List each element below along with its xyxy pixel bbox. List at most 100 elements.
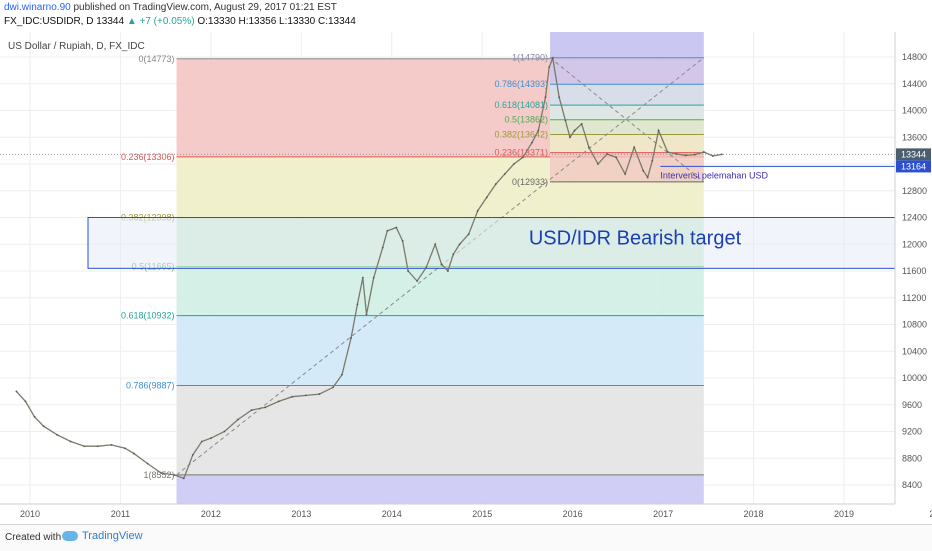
price-point	[33, 415, 36, 418]
price-point	[69, 440, 72, 443]
y-tick-label: 10400	[902, 346, 927, 356]
price-point	[83, 445, 86, 448]
y-tick-label: 13600	[902, 132, 927, 142]
target-zone-box[interactable]	[87, 217, 896, 269]
y-tick-label: 12800	[902, 186, 927, 196]
target-zone-label: USD/IDR Bearish target	[529, 228, 742, 250]
price-point	[386, 229, 389, 232]
tradingview-logo[interactable]: TradingView	[62, 530, 143, 542]
trend-line-2	[549, 57, 705, 183]
ohlc-values: O:13330 H:13356 L:13330 C:13344	[197, 16, 356, 27]
price-chart[interactable]: 0(14773)0.236(13306)0.382(12398)0.5(1166…	[0, 32, 932, 524]
price-point	[416, 280, 419, 282]
price-point	[356, 303, 359, 306]
fib2-level-label: 0(12933)	[512, 177, 548, 187]
price-point	[548, 66, 551, 68]
fib2-level-label: 0.382(13642)	[495, 129, 549, 139]
fib-level-label: 0(14773)	[138, 54, 174, 64]
fib2-zone	[550, 84, 704, 106]
price-point	[558, 96, 560, 99]
cloud-icon	[62, 531, 78, 541]
price-point	[573, 129, 576, 132]
fib-level-label: 0.236(13306)	[121, 152, 175, 162]
y-tick-label: 12400	[902, 213, 927, 223]
price-point	[434, 243, 437, 246]
fib2-level-label: 0.618(14081)	[495, 100, 549, 110]
x-axis-panel	[0, 504, 932, 524]
author-link[interactable]: dwi.winarno.90	[4, 2, 71, 13]
price-point	[341, 373, 343, 376]
price-point	[200, 440, 203, 443]
price-point	[209, 437, 212, 440]
y-tick-label: 14800	[902, 52, 927, 62]
y-tick-label: 9600	[902, 400, 922, 410]
price-point	[110, 443, 113, 446]
price-point	[588, 146, 590, 149]
fib2-zone	[550, 105, 704, 120]
intervention-annotation: Intervensi pelemahan USD	[660, 170, 768, 180]
price-point	[512, 163, 515, 165]
fib-level-label: 0.786(9887)	[126, 381, 175, 391]
price-point	[597, 163, 599, 165]
price-point	[372, 276, 375, 279]
price-point	[485, 196, 488, 199]
price-point	[361, 276, 364, 279]
fib-zone	[176, 315, 704, 386]
price-point	[381, 246, 384, 249]
price-point	[633, 146, 636, 149]
footer: Created with TradingView	[0, 524, 932, 551]
price-point	[146, 462, 149, 465]
price-point	[304, 394, 307, 397]
price-point	[407, 270, 409, 272]
fib-level-label: 1(8552)	[143, 470, 174, 480]
fib2-level-label: 1(14790)	[512, 53, 548, 63]
x-tick-label: 2012	[201, 509, 221, 519]
price-point	[531, 141, 533, 144]
y-tick-label: 10800	[902, 320, 927, 330]
price-point	[537, 129, 540, 132]
price-point	[580, 122, 583, 125]
price-point	[160, 472, 163, 474]
x-tick-label: 2015	[472, 509, 492, 519]
price-point	[503, 173, 506, 175]
brand-name: TradingView	[82, 530, 143, 542]
price-point	[721, 153, 723, 156]
price-point	[569, 136, 571, 139]
y-tick-label: 9200	[902, 427, 922, 437]
price-point	[365, 313, 368, 316]
price-point	[440, 263, 443, 266]
price-point	[476, 209, 479, 212]
price-point	[458, 243, 461, 246]
price-point	[425, 266, 428, 269]
price-point	[133, 452, 135, 455]
price-point	[551, 57, 554, 60]
price-point	[452, 253, 455, 256]
price-point	[446, 270, 449, 272]
price-point	[291, 395, 294, 398]
price-point	[318, 393, 321, 395]
price-point	[401, 240, 404, 242]
intervention-badge	[896, 160, 931, 173]
price-point	[56, 433, 59, 436]
price-point	[467, 233, 470, 236]
x-tick-label: 2013	[291, 509, 311, 519]
last-price-badge-label: 13344	[901, 149, 926, 159]
created-with-text: Created with	[5, 532, 62, 543]
fib2-zone-top	[550, 32, 704, 58]
price-point	[24, 400, 27, 403]
price-point	[191, 454, 194, 456]
x-tick-label: 20	[929, 509, 932, 519]
price-point	[615, 156, 617, 159]
intervention-badge-label: 13164	[901, 161, 926, 171]
fib2-level-label: 0.5(13862)	[505, 115, 549, 125]
price-point	[642, 169, 645, 172]
x-tick-label: 2017	[653, 509, 673, 519]
fib-zone	[176, 385, 704, 475]
fib-level-label: 0.618(10932)	[121, 311, 175, 321]
price-point	[522, 156, 524, 159]
symbol-price: FX_IDC:USDIDR, D 13344	[4, 16, 125, 27]
fib2-level-label: 0.236(13371)	[495, 148, 549, 158]
fib-zone	[176, 266, 704, 316]
y-tick-label: 11600	[902, 266, 926, 276]
price-point	[606, 153, 608, 155]
